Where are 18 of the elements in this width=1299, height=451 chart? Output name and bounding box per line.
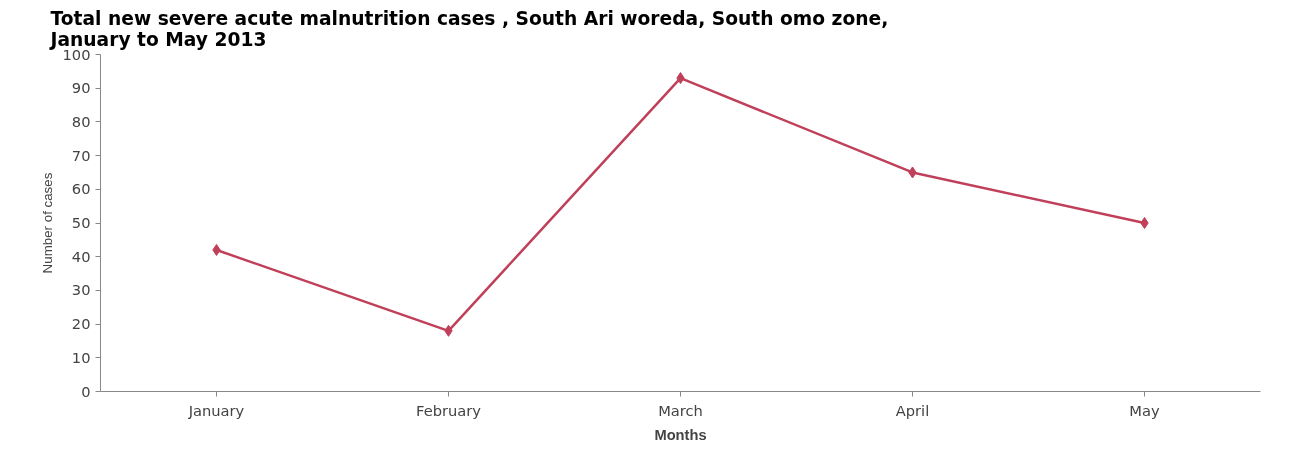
y-tick-label: 50 xyxy=(71,214,91,231)
y-tick-label: 90 xyxy=(71,79,91,97)
y-tick-label: 60 xyxy=(71,180,91,198)
x-axis-title: Months xyxy=(654,426,707,443)
x-tick-label: April xyxy=(895,401,930,419)
x-tick-label: May xyxy=(1129,401,1160,419)
y-tick-label: 40 xyxy=(71,247,91,265)
x-tick-label: January xyxy=(187,401,245,419)
point xyxy=(1140,217,1149,229)
y-axis-title: Number of cases xyxy=(39,172,55,274)
y-tick-label: 30 xyxy=(71,281,91,299)
y-tick-label: 20 xyxy=(71,315,91,333)
y-tick-label: 70 xyxy=(71,146,91,164)
x-tick-label: March xyxy=(658,401,703,419)
y-tick-label: 80 xyxy=(71,112,91,130)
y-tick-label: 0 xyxy=(81,382,91,400)
y-tick-label: 10 xyxy=(71,348,91,366)
x-tick-label: February xyxy=(416,401,482,419)
